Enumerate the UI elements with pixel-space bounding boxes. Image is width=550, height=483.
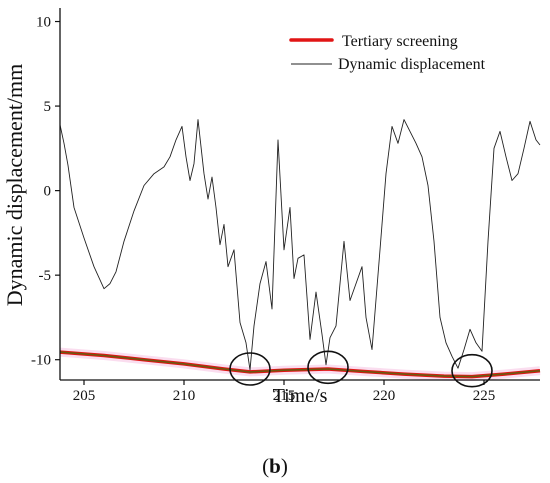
dynamic-displacement-line bbox=[59, 119, 541, 371]
panel-label-close-paren: ) bbox=[281, 454, 288, 478]
x-tick-label: 210 bbox=[173, 388, 196, 404]
plot-area bbox=[59, 119, 541, 382]
annotation-circles bbox=[229, 350, 493, 388]
legend: Tertiary screening Dynamic displacement bbox=[289, 33, 486, 73]
annotation-ellipse bbox=[229, 352, 271, 386]
tertiary-screening-core-line bbox=[59, 351, 541, 378]
panel-label: (b) bbox=[262, 454, 288, 478]
y-axis-label: Dynamic displacement/mm bbox=[2, 64, 27, 307]
legend-label-tertiary-screening: Tertiary screening bbox=[342, 33, 458, 50]
x-tick-label: 220 bbox=[373, 388, 396, 404]
legend-label-dynamic-displacement: Dynamic displacement bbox=[338, 56, 486, 73]
y-tick-label: 10 bbox=[36, 15, 51, 31]
y-tick-label: 5 bbox=[44, 99, 52, 115]
x-tick-label: 225 bbox=[473, 388, 496, 404]
y-tick-label: 0 bbox=[44, 184, 52, 200]
annotation-ellipse bbox=[307, 350, 349, 385]
x-axis-ticks: 205 210 215 220 225 bbox=[73, 380, 496, 404]
x-tick-label: 205 bbox=[73, 388, 96, 404]
y-axis-ticks: -10 -5 0 5 10 bbox=[31, 15, 60, 369]
y-tick-label: -10 bbox=[31, 353, 51, 369]
x-tick-label: 215 bbox=[273, 388, 296, 404]
x-axis-label: Time/s bbox=[273, 385, 328, 407]
y-tick-label: -5 bbox=[39, 268, 52, 284]
annotation-ellipse bbox=[451, 353, 493, 388]
panel-label-letter: b bbox=[269, 454, 281, 478]
panel-label-open-paren: ( bbox=[262, 454, 269, 478]
